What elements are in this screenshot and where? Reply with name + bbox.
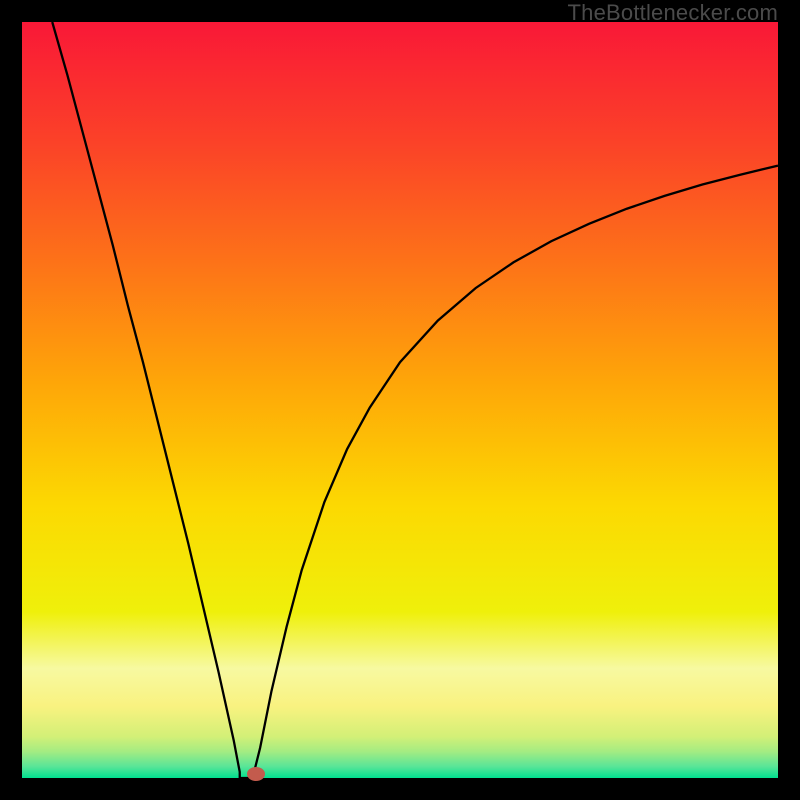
plot-area — [22, 22, 778, 778]
bottleneck-curve — [22, 22, 778, 778]
chart-frame: TheBottlenecker.com — [0, 0, 800, 800]
watermark-text: TheBottlenecker.com — [568, 0, 778, 26]
curve-path — [52, 22, 778, 778]
optimum-marker — [247, 767, 265, 781]
